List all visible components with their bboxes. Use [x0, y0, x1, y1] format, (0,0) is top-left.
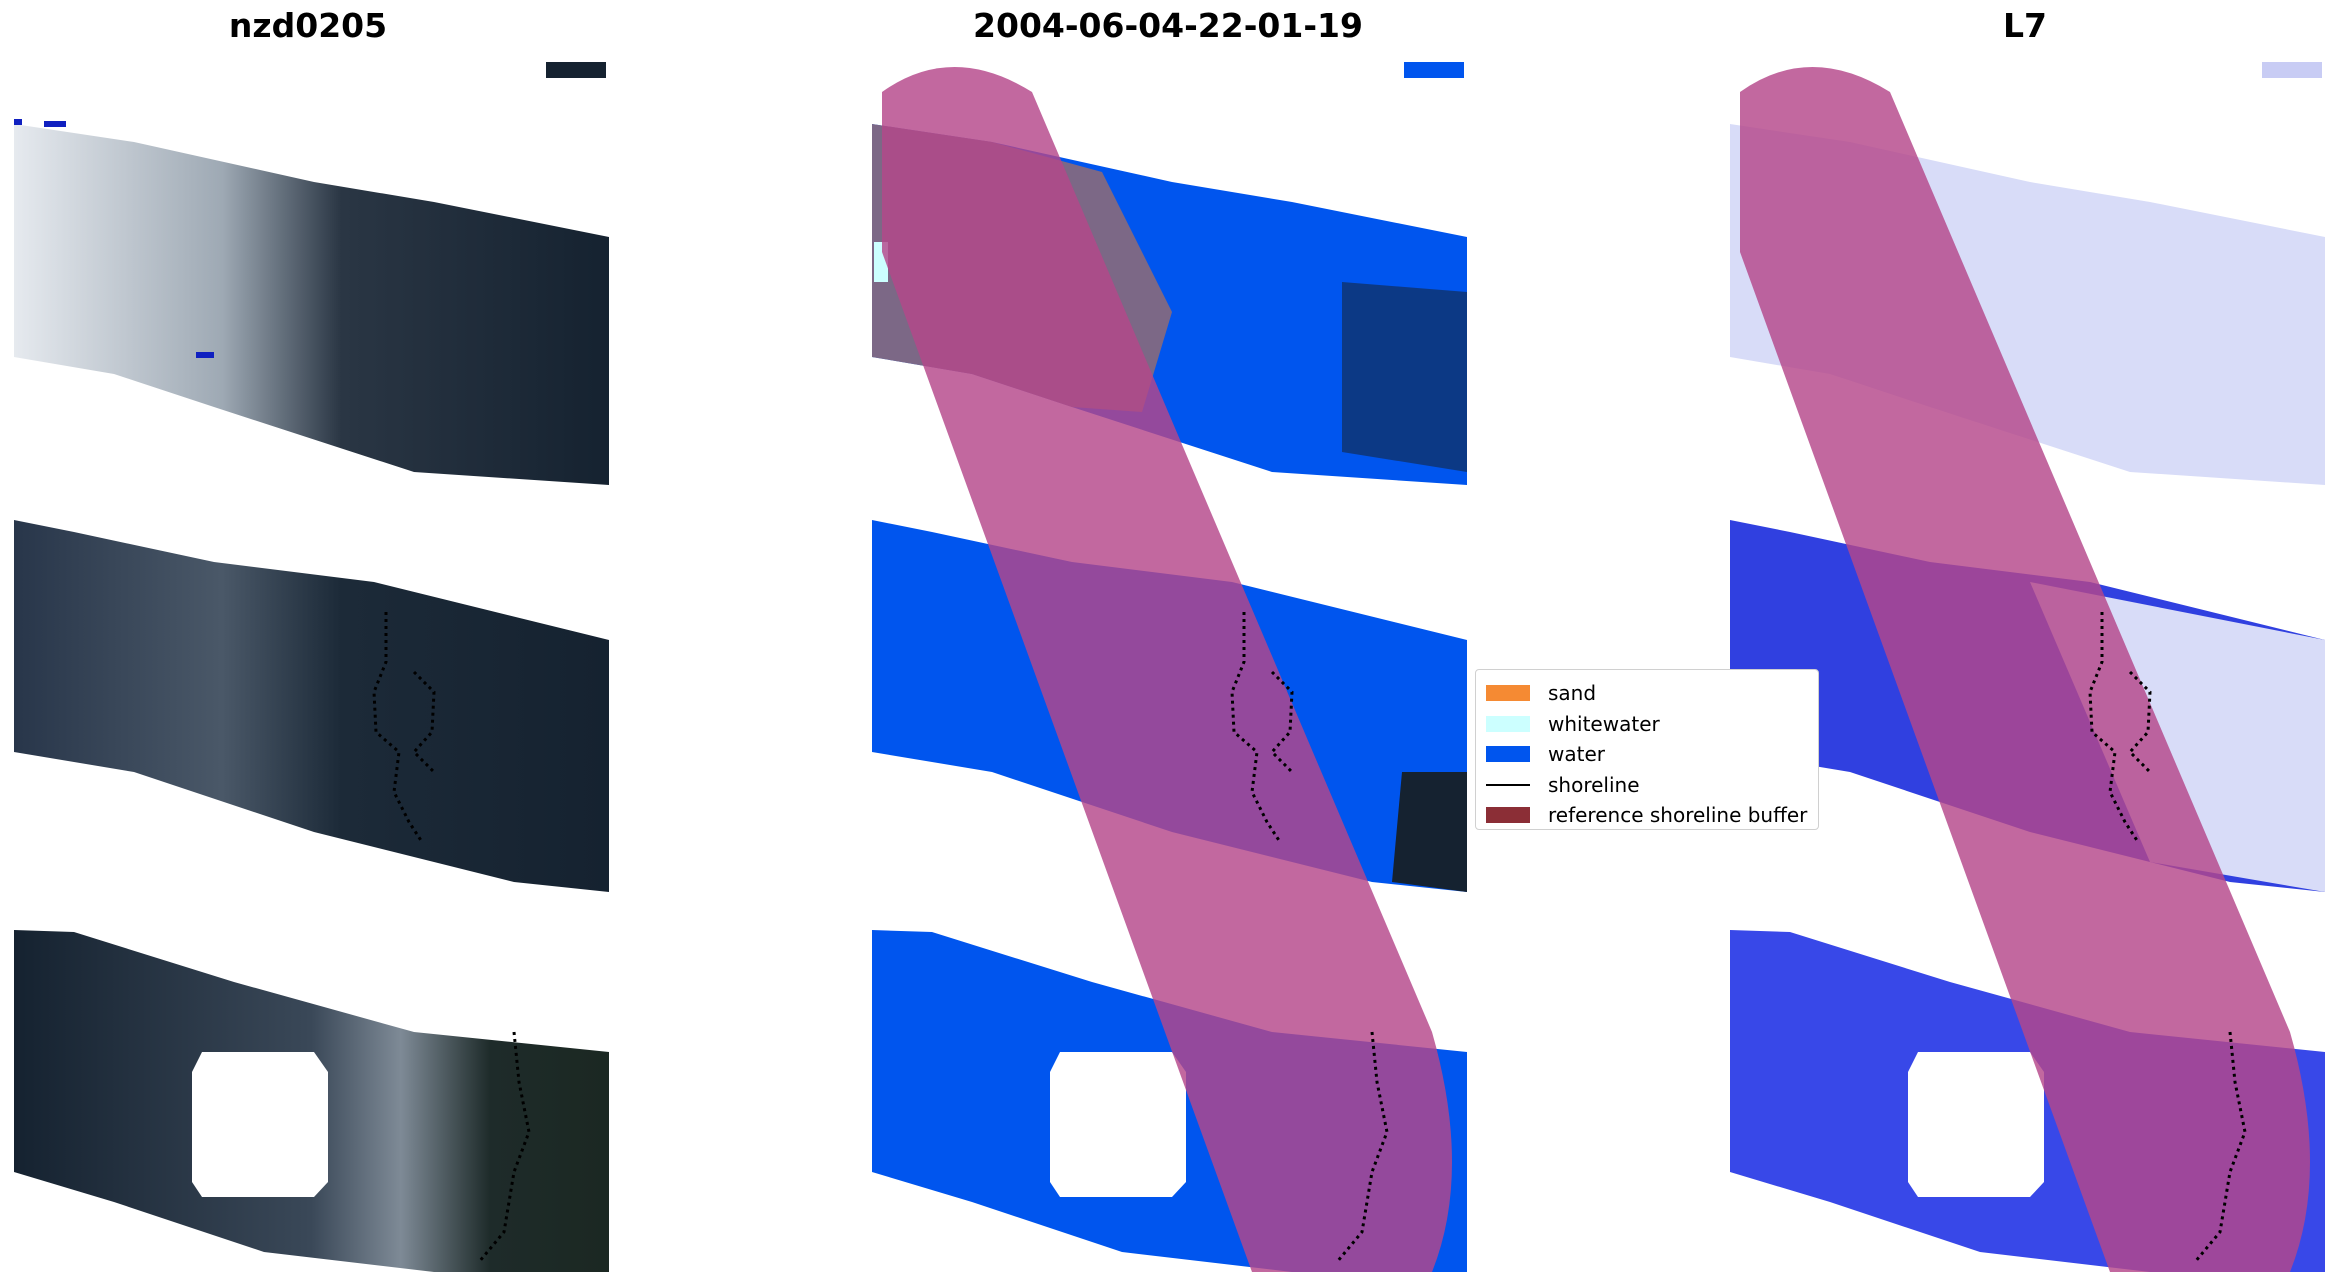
rgb-image: [14, 62, 609, 1272]
legend: sand whitewater water shoreline referenc…: [1475, 669, 1819, 830]
legend-line-swatch: [1486, 783, 1530, 786]
rgb-image-panel: [14, 52, 609, 1272]
legend-swatch: [1486, 685, 1530, 702]
classified-image-panel: [872, 52, 1467, 1272]
panel-title-classified: 2004-06-04-22-01-19: [973, 6, 1363, 45]
legend-item-whitewater: whitewater: [1486, 709, 1808, 740]
legend-label: sand: [1548, 681, 1597, 706]
legend-item-water: water: [1486, 739, 1808, 770]
panel-title-rgb: nzd0205: [228, 6, 388, 45]
index-image: [1730, 62, 2325, 1272]
panel-title-index: L7: [2003, 6, 2047, 45]
legend-label: shoreline: [1548, 772, 1640, 797]
legend-swatch: [1486, 715, 1530, 732]
legend-label: water: [1548, 742, 1605, 767]
legend-label: whitewater: [1548, 711, 1660, 736]
index-image-panel: [1730, 52, 2325, 1272]
legend-swatch: [1486, 746, 1530, 763]
legend-item-sand: sand: [1486, 678, 1808, 709]
classified-image: [872, 62, 1467, 1272]
legend-swatch: [1486, 807, 1530, 824]
legend-item-shoreline: shoreline: [1486, 770, 1808, 801]
legend-item-reference-buffer: reference shoreline buffer: [1486, 800, 1808, 831]
legend-label: reference shoreline buffer: [1548, 803, 1808, 828]
